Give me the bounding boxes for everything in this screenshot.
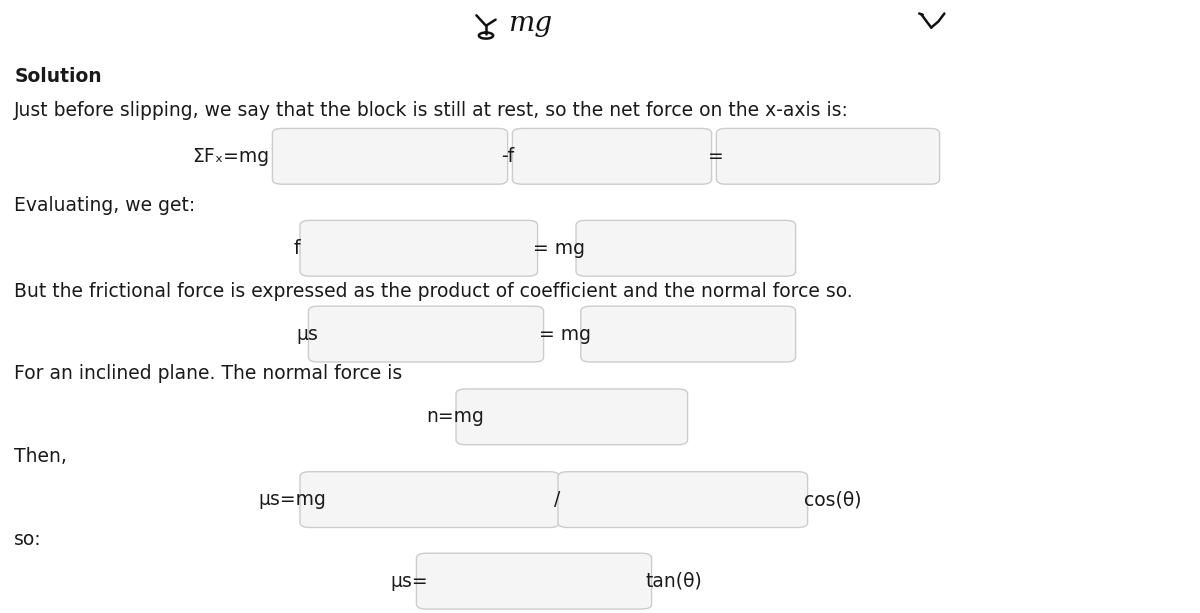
Text: ΣFₓ=mg: ΣFₓ=mg	[192, 147, 269, 166]
FancyBboxPatch shape	[456, 389, 688, 445]
Text: mg: mg	[508, 10, 552, 37]
FancyBboxPatch shape	[576, 221, 796, 276]
FancyBboxPatch shape	[716, 128, 940, 184]
Text: = mg: = mg	[539, 325, 590, 343]
Text: Just before slipping, we say that the block is still at rest, so the net force o: Just before slipping, we say that the bl…	[14, 101, 850, 120]
Text: /: /	[554, 490, 560, 509]
FancyBboxPatch shape	[558, 472, 808, 527]
FancyBboxPatch shape	[308, 306, 544, 362]
Text: Evaluating, we get:: Evaluating, we get:	[14, 196, 196, 215]
Text: n=mg: n=mg	[426, 408, 484, 426]
Text: But the frictional force is expressed as the product of coefficient and the norm: But the frictional force is expressed as…	[14, 282, 853, 300]
FancyBboxPatch shape	[416, 553, 652, 609]
Text: For an inclined plane. The normal force is: For an inclined plane. The normal force …	[14, 365, 403, 383]
Text: -f: -f	[502, 147, 515, 166]
Text: = mg: = mg	[533, 239, 584, 257]
FancyBboxPatch shape	[272, 128, 508, 184]
Text: μs=mg: μs=mg	[258, 490, 326, 509]
FancyBboxPatch shape	[300, 472, 559, 527]
Text: so:: so:	[14, 530, 42, 549]
Text: =: =	[708, 147, 724, 166]
Text: tan(θ): tan(θ)	[646, 572, 702, 590]
FancyBboxPatch shape	[581, 306, 796, 362]
Text: f: f	[294, 239, 300, 257]
Text: Solution: Solution	[14, 67, 102, 86]
Text: μs=: μs=	[390, 572, 427, 590]
FancyBboxPatch shape	[300, 221, 538, 276]
Text: μs: μs	[296, 325, 318, 343]
Text: cos(θ): cos(θ)	[804, 490, 862, 509]
Text: Then,: Then,	[14, 447, 67, 466]
FancyBboxPatch shape	[512, 128, 712, 184]
